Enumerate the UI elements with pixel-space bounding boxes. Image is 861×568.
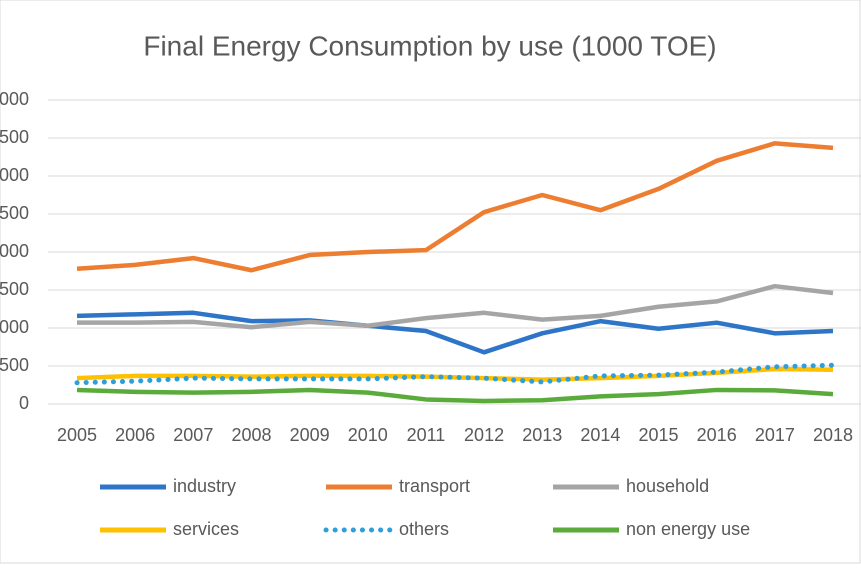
x-tick-label: 2016	[697, 425, 737, 445]
x-tick-label: 2009	[290, 425, 330, 445]
chart-title: Final Energy Consumption by use (1000 TO…	[143, 30, 716, 61]
x-tick-label: 2017	[755, 425, 795, 445]
x-tick-label: 2006	[115, 425, 155, 445]
x-tick-label: 2012	[464, 425, 504, 445]
x-tick-label: 2005	[57, 425, 97, 445]
y-tick-label: 3000	[0, 165, 29, 185]
y-tick-label: 1500	[0, 279, 29, 299]
x-tick-label: 2010	[348, 425, 388, 445]
x-tick-label: 2018	[813, 425, 853, 445]
legend-label: household	[626, 476, 709, 496]
y-tick-label: 2000	[0, 241, 29, 261]
x-tick-label: 2011	[407, 425, 446, 445]
x-tick-label: 2014	[580, 425, 620, 445]
series-line	[76, 366, 834, 382]
y-tick-label: 1000	[0, 317, 29, 337]
x-tick-label: 2008	[231, 425, 271, 445]
series-line	[77, 283, 834, 330]
series-line	[76, 387, 834, 404]
y-tick-label: 3500	[0, 127, 29, 147]
legend-label: transport	[399, 476, 470, 496]
x-tick-label: 2013	[522, 425, 562, 445]
legend-label: services	[173, 519, 239, 539]
series-line	[76, 310, 834, 355]
x-tick-label: 2015	[639, 425, 679, 445]
series-line	[74, 362, 836, 386]
y-tick-label: 2500	[0, 203, 29, 223]
legend-label: non energy use	[626, 519, 750, 539]
legend-label: industry	[173, 476, 236, 496]
legend-label: others	[399, 519, 449, 539]
x-tick-label: 2007	[173, 425, 213, 445]
y-tick-label: 500	[0, 355, 29, 375]
series-line	[76, 141, 834, 273]
y-tick-label: 4000	[0, 89, 29, 109]
y-tick-label: 0	[19, 393, 29, 413]
